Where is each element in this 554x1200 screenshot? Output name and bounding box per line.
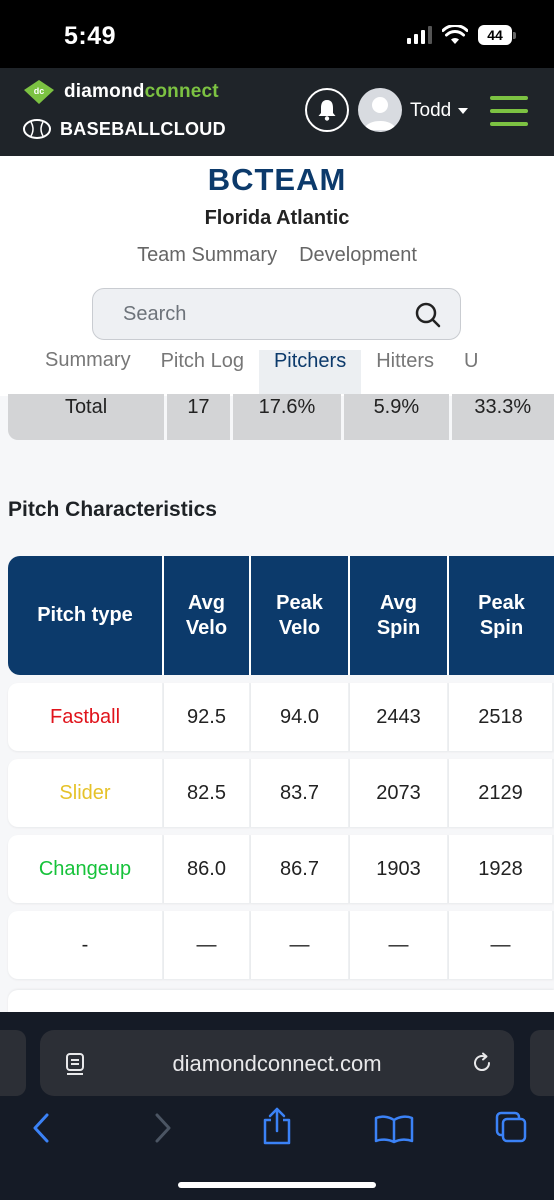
player-tabs: Summary Pitch Log Pitchers Hitters U [30, 350, 554, 394]
share-icon[interactable] [260, 1106, 294, 1146]
totals-label: Total [8, 394, 165, 440]
logo-prefix: diamond [64, 81, 145, 102]
bell-icon [318, 100, 336, 121]
pitch-type-cell: Changeup [8, 835, 164, 903]
tab-development[interactable]: Development [299, 244, 417, 266]
status-bar: 5:49 44 [0, 0, 554, 68]
status-time: 5:49 [64, 22, 117, 50]
table-cell: — [251, 911, 350, 979]
browser-toolbar: diamondconnect.com [0, 1012, 554, 1200]
chevron-down-icon[interactable] [458, 108, 468, 114]
tab-pitch-log[interactable]: Pitch Log [160, 350, 244, 372]
bookmarks-icon[interactable] [374, 1114, 414, 1144]
tab-summary[interactable]: Summary [45, 350, 131, 371]
table-cell: 82.5 [164, 759, 251, 827]
user-avatar-icon [364, 97, 396, 130]
pitch-type-cell: - [8, 911, 164, 979]
totals-cell: 5.9% [344, 394, 449, 440]
table-cell: 83.7 [251, 759, 350, 827]
table-cell: 1928 [449, 835, 554, 903]
baseballcloud-logo[interactable]: BASEBALLCLOUD [22, 118, 226, 140]
next-tab-peek[interactable] [530, 1030, 554, 1096]
search-icon[interactable] [414, 301, 442, 329]
table-cell: — [449, 911, 554, 979]
team-title: BCTEAM [207, 162, 347, 197]
team-subtitle: Florida Atlantic [204, 207, 350, 229]
table-cell: 2443 [350, 683, 449, 751]
search-input[interactable]: Search [123, 303, 187, 325]
table-cell: 94.0 [251, 683, 350, 751]
team-nav: Team Summary Development [0, 244, 554, 267]
totals-row: Total 17 17.6% 5.9% 33.3% [8, 394, 554, 440]
cellular-signal-icon [407, 26, 432, 44]
table-cell: 92.5 [164, 683, 251, 751]
baseballcloud-text: BASEBALLCLOUD [60, 118, 226, 139]
table-header: Pitch type Avg Velo Peak Velo Avg Spin Peak… [8, 556, 554, 675]
tab-hitters[interactable]: Hitters [376, 350, 435, 372]
table-cell: — [164, 911, 251, 979]
notifications-button[interactable] [305, 88, 349, 132]
wifi-icon [442, 25, 468, 44]
tab-pitchers[interactable]: Pitchers [258, 350, 362, 394]
battery-icon: 44 [478, 25, 516, 45]
column-header-peak-spin[interactable]: Peak Spin [478, 591, 525, 639]
reader-mode-icon[interactable] [64, 1052, 88, 1076]
dc-logo-icon: dc [24, 80, 54, 104]
column-header-avg-spin[interactable]: Avg Spin [350, 556, 449, 675]
logo-suffix: connect [144, 81, 219, 102]
url-text[interactable]: diamondconnect.com [172, 1051, 382, 1076]
reload-icon[interactable] [470, 1051, 494, 1075]
table-row-partial [8, 990, 554, 1014]
table-cell: 86.7 [251, 835, 350, 903]
tab-team-summary[interactable]: Team Summary [137, 244, 278, 266]
column-header-peak-velo[interactable]: Peak Velo [251, 556, 350, 675]
table-cell: 2073 [350, 759, 449, 827]
app-header: dc diamondconnect BASEBALLCLOUD Todd [0, 68, 554, 156]
table-cell: — [350, 911, 449, 979]
tabs-icon[interactable] [494, 1110, 528, 1144]
status-icons: 44 [407, 25, 516, 45]
search-field[interactable]: Search [92, 288, 461, 340]
totals-cell: 17 [167, 394, 230, 440]
table-row: Fastball 92.5 94.0 2443 2518 [8, 683, 554, 751]
table-row: Slider 82.5 83.7 2073 2129 [8, 759, 554, 827]
totals-cell: 33.3% [451, 394, 554, 440]
logo-text: diamondconnect [64, 81, 219, 103]
table-cell: 2129 [449, 759, 554, 827]
pitch-type-cell: Slider [8, 759, 164, 827]
previous-tab-peek[interactable] [0, 1030, 26, 1096]
user-menu-name[interactable]: Todd [410, 100, 452, 121]
pitch-type-cell: Fastball [8, 683, 164, 751]
section-title: Pitch Characteristics [8, 498, 217, 521]
back-icon[interactable] [30, 1112, 54, 1144]
forward-icon[interactable] [150, 1112, 174, 1144]
table-row: - — — — — [8, 911, 554, 979]
baseball-icon [23, 119, 51, 139]
avatar[interactable] [358, 88, 402, 132]
battery-level: 44 [478, 25, 512, 45]
column-header-pitch-type[interactable]: Pitch type [8, 556, 164, 675]
browser-nav [0, 1100, 554, 1164]
column-header-avg-velo[interactable]: Avg Velo [164, 556, 251, 675]
hamburger-menu-icon[interactable] [490, 96, 528, 135]
tab-partial[interactable]: U [464, 350, 479, 372]
table-row: Changeup 86.0 86.7 1903 1928 [8, 835, 554, 903]
table-cell: 1903 [350, 835, 449, 903]
totals-cell: 17.6% [232, 394, 342, 440]
address-bar[interactable]: diamondconnect.com [40, 1030, 514, 1096]
home-indicator [178, 1182, 376, 1188]
pitch-characteristics-table: Pitch type Avg Velo Peak Velo Avg Spin Peak… [8, 556, 554, 979]
table-cell: 86.0 [164, 835, 251, 903]
dc-badge-text: dc [34, 86, 45, 96]
diamondconnect-logo[interactable]: dc diamondconnect [22, 78, 219, 106]
table-cell: 2518 [449, 683, 554, 751]
